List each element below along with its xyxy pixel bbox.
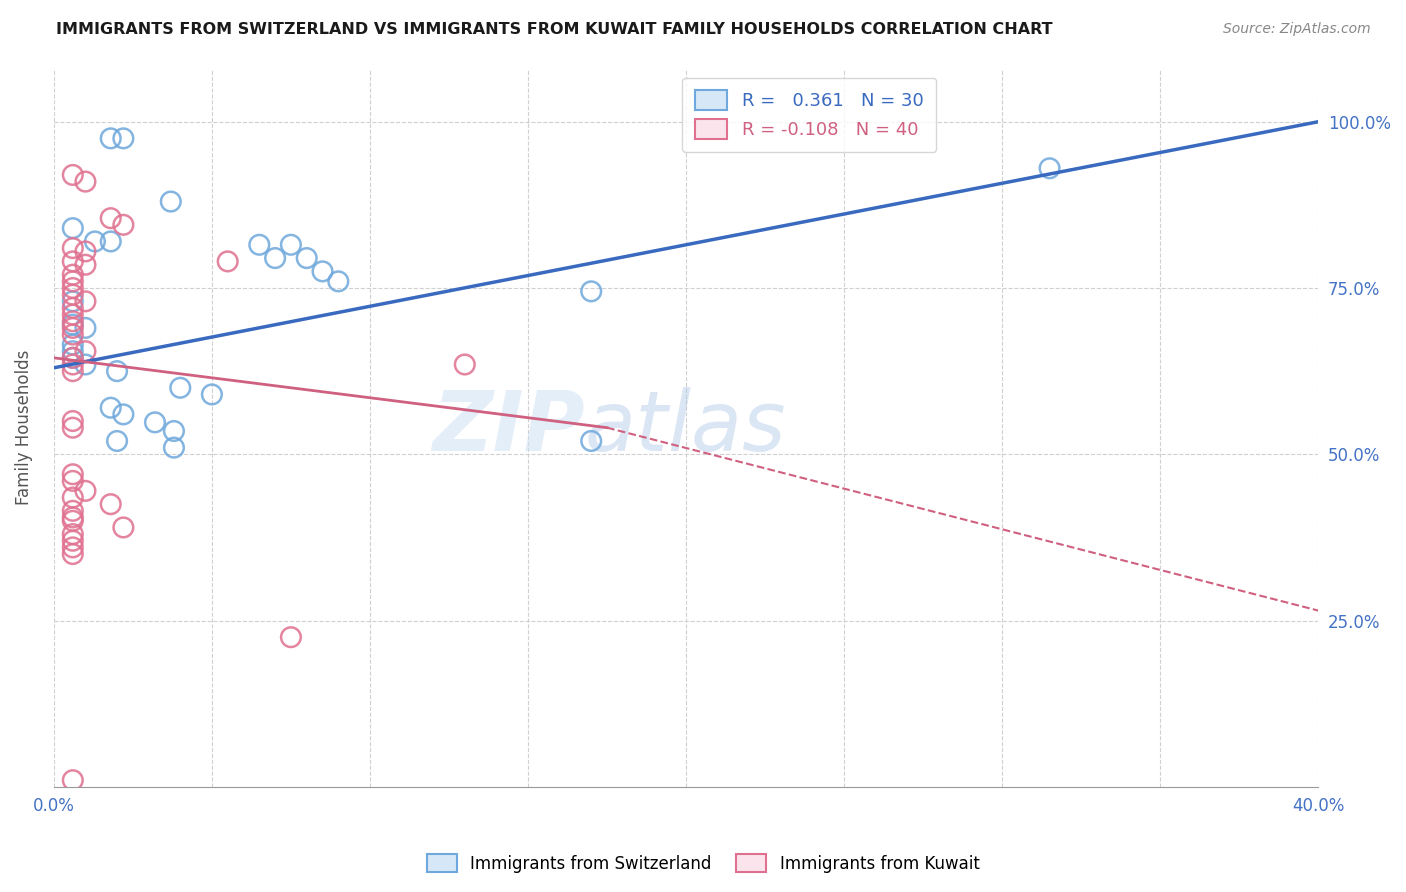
- Point: [62, 420, 84, 434]
- Point: [75, 344, 97, 359]
- Point: [62, 321, 84, 335]
- Point: [100, 211, 122, 226]
- Point: [62, 491, 84, 505]
- Point: [62, 351, 84, 365]
- Point: [311, 264, 333, 278]
- Point: [163, 441, 186, 455]
- Point: [62, 773, 84, 788]
- Point: [62, 351, 84, 365]
- Point: [62, 514, 84, 528]
- Point: [62, 474, 84, 488]
- Point: [112, 218, 135, 232]
- Point: [62, 314, 84, 328]
- Point: [328, 274, 350, 288]
- Point: [62, 327, 84, 342]
- Text: Source: ZipAtlas.com: Source: ZipAtlas.com: [1223, 22, 1371, 37]
- Point: [75, 358, 97, 372]
- Point: [62, 527, 84, 541]
- Point: [62, 364, 84, 378]
- Point: [62, 541, 84, 555]
- Point: [159, 194, 181, 209]
- Point: [112, 408, 135, 422]
- Point: [62, 287, 84, 301]
- Legend: Immigrants from Switzerland, Immigrants from Kuwait: Immigrants from Switzerland, Immigrants …: [420, 847, 986, 880]
- Point: [163, 424, 186, 438]
- Point: [62, 547, 84, 561]
- Point: [75, 294, 97, 309]
- Point: [112, 131, 135, 145]
- Text: atlas: atlas: [585, 387, 786, 468]
- Point: [247, 237, 270, 252]
- Point: [169, 381, 191, 395]
- Point: [75, 244, 97, 259]
- Point: [280, 237, 302, 252]
- Point: [105, 364, 128, 378]
- Point: [62, 254, 84, 268]
- Point: [454, 358, 477, 372]
- Point: [62, 467, 84, 482]
- Point: [62, 504, 84, 518]
- Point: [100, 497, 122, 511]
- Point: [62, 358, 84, 372]
- Point: [75, 483, 97, 498]
- Point: [62, 533, 84, 548]
- Point: [100, 131, 122, 145]
- Point: [75, 258, 97, 272]
- Point: [62, 337, 84, 351]
- Point: [143, 415, 166, 429]
- Point: [75, 321, 97, 335]
- Point: [280, 630, 302, 644]
- Point: [62, 221, 84, 235]
- Point: [62, 308, 84, 322]
- Point: [62, 414, 84, 428]
- Point: [62, 344, 84, 359]
- Point: [62, 274, 84, 288]
- Point: [100, 235, 122, 249]
- Point: [201, 387, 224, 401]
- Point: [62, 268, 84, 282]
- Point: [295, 251, 318, 265]
- Point: [62, 318, 84, 332]
- Point: [62, 241, 84, 255]
- Legend: R =   0.361   N = 30, R = -0.108   N = 40: R = 0.361 N = 30, R = -0.108 N = 40: [682, 78, 936, 152]
- Point: [62, 301, 84, 315]
- Point: [62, 168, 84, 182]
- Y-axis label: Family Households: Family Households: [15, 350, 32, 506]
- Text: IMMIGRANTS FROM SWITZERLAND VS IMMIGRANTS FROM KUWAIT FAMILY HOUSEHOLDS CORRELAT: IMMIGRANTS FROM SWITZERLAND VS IMMIGRANT…: [56, 22, 1053, 37]
- Text: ZIP: ZIP: [432, 387, 585, 468]
- Point: [217, 254, 239, 268]
- Point: [105, 434, 128, 448]
- Point: [100, 401, 122, 415]
- Point: [62, 294, 84, 309]
- Point: [112, 520, 135, 534]
- Point: [75, 175, 97, 189]
- Point: [84, 235, 107, 249]
- Point: [62, 510, 84, 524]
- Point: [579, 285, 602, 299]
- Point: [579, 434, 602, 448]
- Point: [1039, 161, 1062, 176]
- Point: [264, 251, 287, 265]
- Point: [62, 281, 84, 295]
